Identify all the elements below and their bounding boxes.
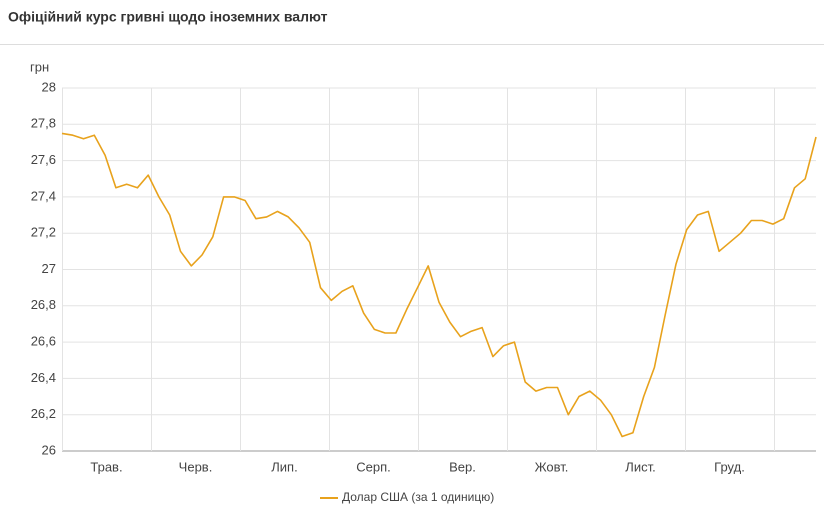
y-tick-label: 26,2 bbox=[31, 406, 56, 421]
chart-title: Офіційний курс гривні щодо іноземних вал… bbox=[8, 9, 328, 25]
y-tick-label: 26,4 bbox=[31, 370, 56, 385]
x-tick-label: Лип. bbox=[271, 459, 297, 474]
y-tick-label: 28 bbox=[42, 79, 56, 94]
y-tick-label: 27,4 bbox=[31, 188, 56, 203]
y-tick-label: 27,2 bbox=[31, 225, 56, 240]
y-tick-label: 27,6 bbox=[31, 152, 56, 167]
x-tick-label: Груд. bbox=[714, 459, 745, 474]
legend-label: Долар США (за 1 одиницю) bbox=[342, 490, 494, 504]
y-tick-label: 27 bbox=[42, 261, 56, 276]
y-tick-label: 26,6 bbox=[31, 334, 56, 349]
y-tick-label: 26,8 bbox=[31, 297, 56, 312]
y-axis-label: грн bbox=[30, 59, 49, 74]
x-tick-label: Черв. bbox=[179, 459, 213, 474]
x-tick-label: Серп. bbox=[356, 459, 391, 474]
y-tick-label: 27,8 bbox=[31, 116, 56, 131]
x-tick-label: Лист. bbox=[625, 459, 655, 474]
series-line bbox=[61, 132, 817, 438]
x-tick-label: Трав. bbox=[90, 459, 122, 474]
x-tick-label: Вер. bbox=[449, 459, 476, 474]
y-tick-label: 26 bbox=[42, 442, 56, 457]
x-tick-label: Жовт. bbox=[535, 459, 569, 474]
